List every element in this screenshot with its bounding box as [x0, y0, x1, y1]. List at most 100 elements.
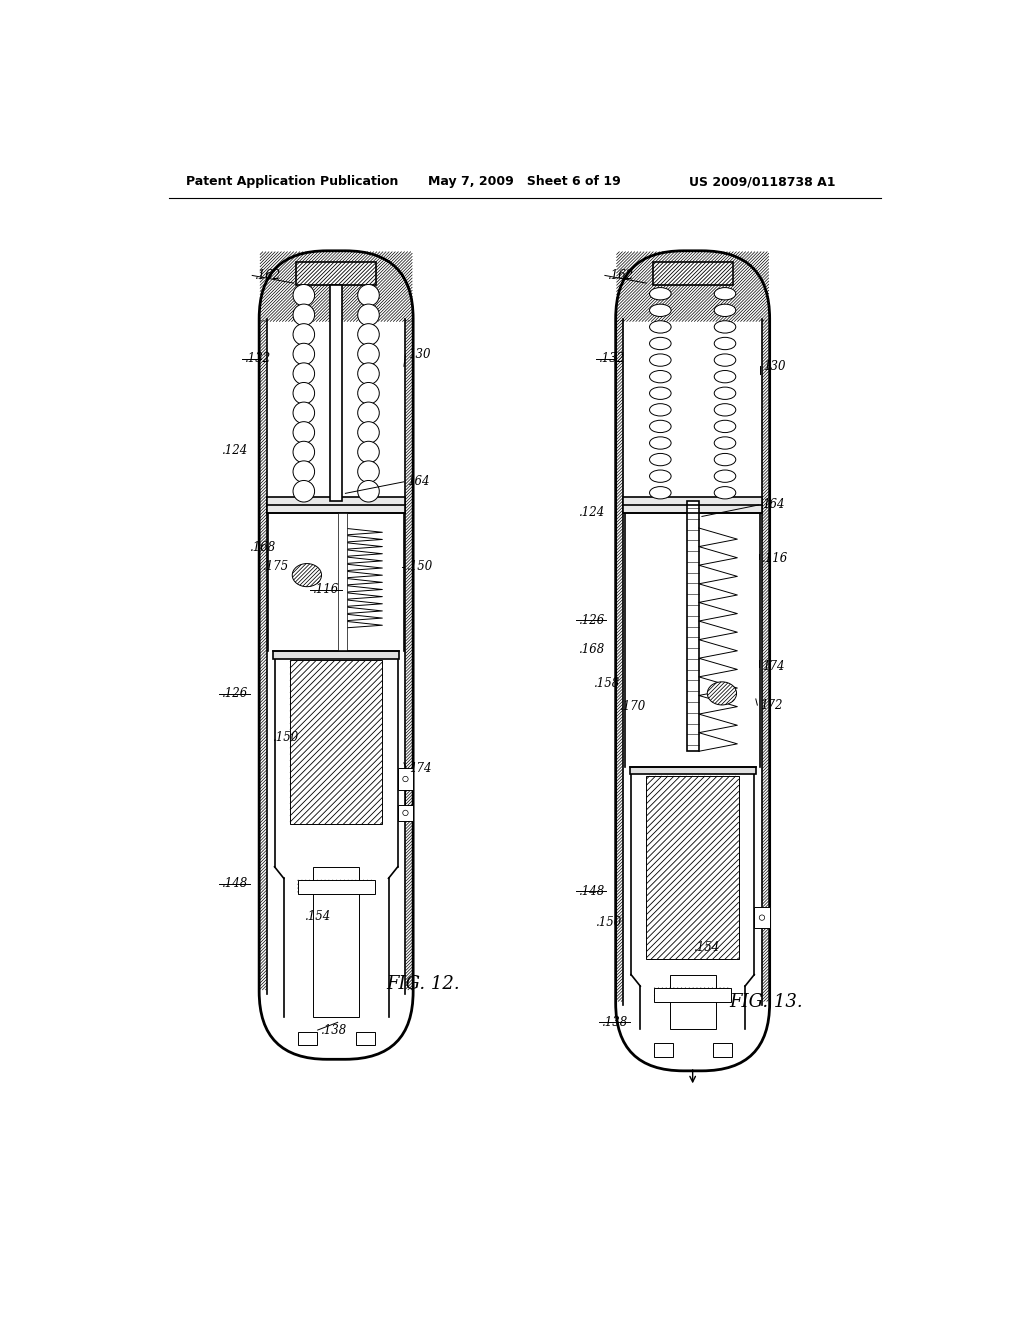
Bar: [397, 805, 413, 821]
Bar: [290, 660, 382, 825]
Ellipse shape: [649, 454, 671, 466]
Bar: [330, 285, 342, 502]
Text: .154: .154: [305, 911, 332, 924]
Text: .124: .124: [222, 445, 249, 458]
Text: FIG. 13.: FIG. 13.: [730, 993, 803, 1011]
Ellipse shape: [649, 387, 671, 400]
Ellipse shape: [714, 354, 736, 366]
Ellipse shape: [714, 288, 736, 300]
Text: 172: 172: [761, 698, 783, 711]
Ellipse shape: [714, 387, 736, 400]
Text: .162: .162: [608, 269, 634, 282]
Text: .168: .168: [579, 643, 605, 656]
Ellipse shape: [357, 461, 379, 482]
Ellipse shape: [714, 321, 736, 333]
Text: .150: .150: [273, 731, 299, 744]
Text: 164: 164: [762, 499, 784, 511]
Bar: [267, 498, 406, 512]
Ellipse shape: [714, 487, 736, 499]
Text: .116: .116: [313, 583, 339, 597]
Text: 174: 174: [410, 762, 432, 775]
Text: .154: .154: [694, 941, 721, 954]
Text: .150: .150: [596, 916, 623, 929]
Bar: [713, 1043, 732, 1057]
Text: .148: .148: [222, 878, 249, 890]
Ellipse shape: [649, 288, 671, 300]
Ellipse shape: [649, 487, 671, 499]
Ellipse shape: [714, 437, 736, 449]
Text: .126: .126: [222, 686, 249, 700]
Ellipse shape: [357, 480, 379, 502]
Bar: [652, 263, 733, 285]
Text: .132: .132: [246, 352, 271, 366]
Ellipse shape: [649, 371, 671, 383]
Ellipse shape: [714, 304, 736, 317]
Ellipse shape: [293, 363, 314, 384]
Text: 164: 164: [407, 475, 429, 488]
Text: 130: 130: [409, 348, 431, 362]
Ellipse shape: [649, 420, 671, 433]
Bar: [338, 512, 347, 651]
Text: .116: .116: [762, 552, 788, 565]
Bar: [296, 263, 376, 285]
Ellipse shape: [759, 915, 765, 920]
Bar: [654, 1043, 674, 1057]
Text: .138: .138: [602, 1016, 628, 1028]
Text: .148: .148: [579, 884, 605, 898]
Ellipse shape: [357, 441, 379, 463]
Bar: [313, 867, 359, 1016]
Ellipse shape: [708, 682, 736, 705]
Bar: [273, 651, 399, 659]
Ellipse shape: [649, 304, 671, 317]
Ellipse shape: [357, 363, 379, 384]
Bar: [646, 776, 739, 960]
Text: .150: .150: [407, 560, 433, 573]
Bar: [624, 498, 762, 512]
Bar: [755, 907, 770, 928]
Ellipse shape: [649, 338, 671, 350]
Text: .126: .126: [579, 614, 605, 627]
Text: .158: .158: [594, 677, 621, 690]
Ellipse shape: [293, 480, 314, 502]
Ellipse shape: [714, 338, 736, 350]
Bar: [356, 1032, 376, 1045]
Text: 174: 174: [762, 660, 784, 673]
Ellipse shape: [293, 383, 314, 404]
Text: .132: .132: [599, 352, 625, 366]
Ellipse shape: [293, 323, 314, 346]
Bar: [654, 987, 731, 1002]
Text: .170: .170: [620, 700, 646, 713]
Ellipse shape: [649, 404, 671, 416]
Ellipse shape: [357, 403, 379, 424]
Text: .162: .162: [255, 269, 282, 282]
Bar: [298, 1032, 316, 1045]
Ellipse shape: [357, 383, 379, 404]
Ellipse shape: [357, 323, 379, 346]
Ellipse shape: [357, 304, 379, 326]
Ellipse shape: [293, 421, 314, 444]
Bar: [670, 974, 716, 1028]
Text: .138: .138: [321, 1023, 347, 1036]
Text: 130: 130: [764, 360, 786, 372]
Ellipse shape: [293, 461, 314, 482]
Ellipse shape: [293, 441, 314, 463]
Text: .168: .168: [250, 541, 276, 554]
Ellipse shape: [649, 354, 671, 366]
Ellipse shape: [714, 371, 736, 383]
Bar: [298, 880, 375, 894]
Ellipse shape: [649, 437, 671, 449]
Ellipse shape: [714, 420, 736, 433]
Ellipse shape: [714, 470, 736, 482]
Ellipse shape: [402, 810, 409, 816]
Bar: [686, 502, 698, 751]
Text: .124: .124: [579, 506, 605, 519]
Ellipse shape: [293, 285, 314, 306]
Text: .175: .175: [263, 560, 289, 573]
Text: US 2009/0118738 A1: US 2009/0118738 A1: [689, 176, 836, 187]
Text: May 7, 2009   Sheet 6 of 19: May 7, 2009 Sheet 6 of 19: [428, 176, 622, 187]
Ellipse shape: [649, 321, 671, 333]
Ellipse shape: [293, 304, 314, 326]
Bar: [630, 767, 756, 775]
FancyBboxPatch shape: [259, 251, 413, 1059]
Text: Patent Application Publication: Patent Application Publication: [186, 176, 398, 187]
